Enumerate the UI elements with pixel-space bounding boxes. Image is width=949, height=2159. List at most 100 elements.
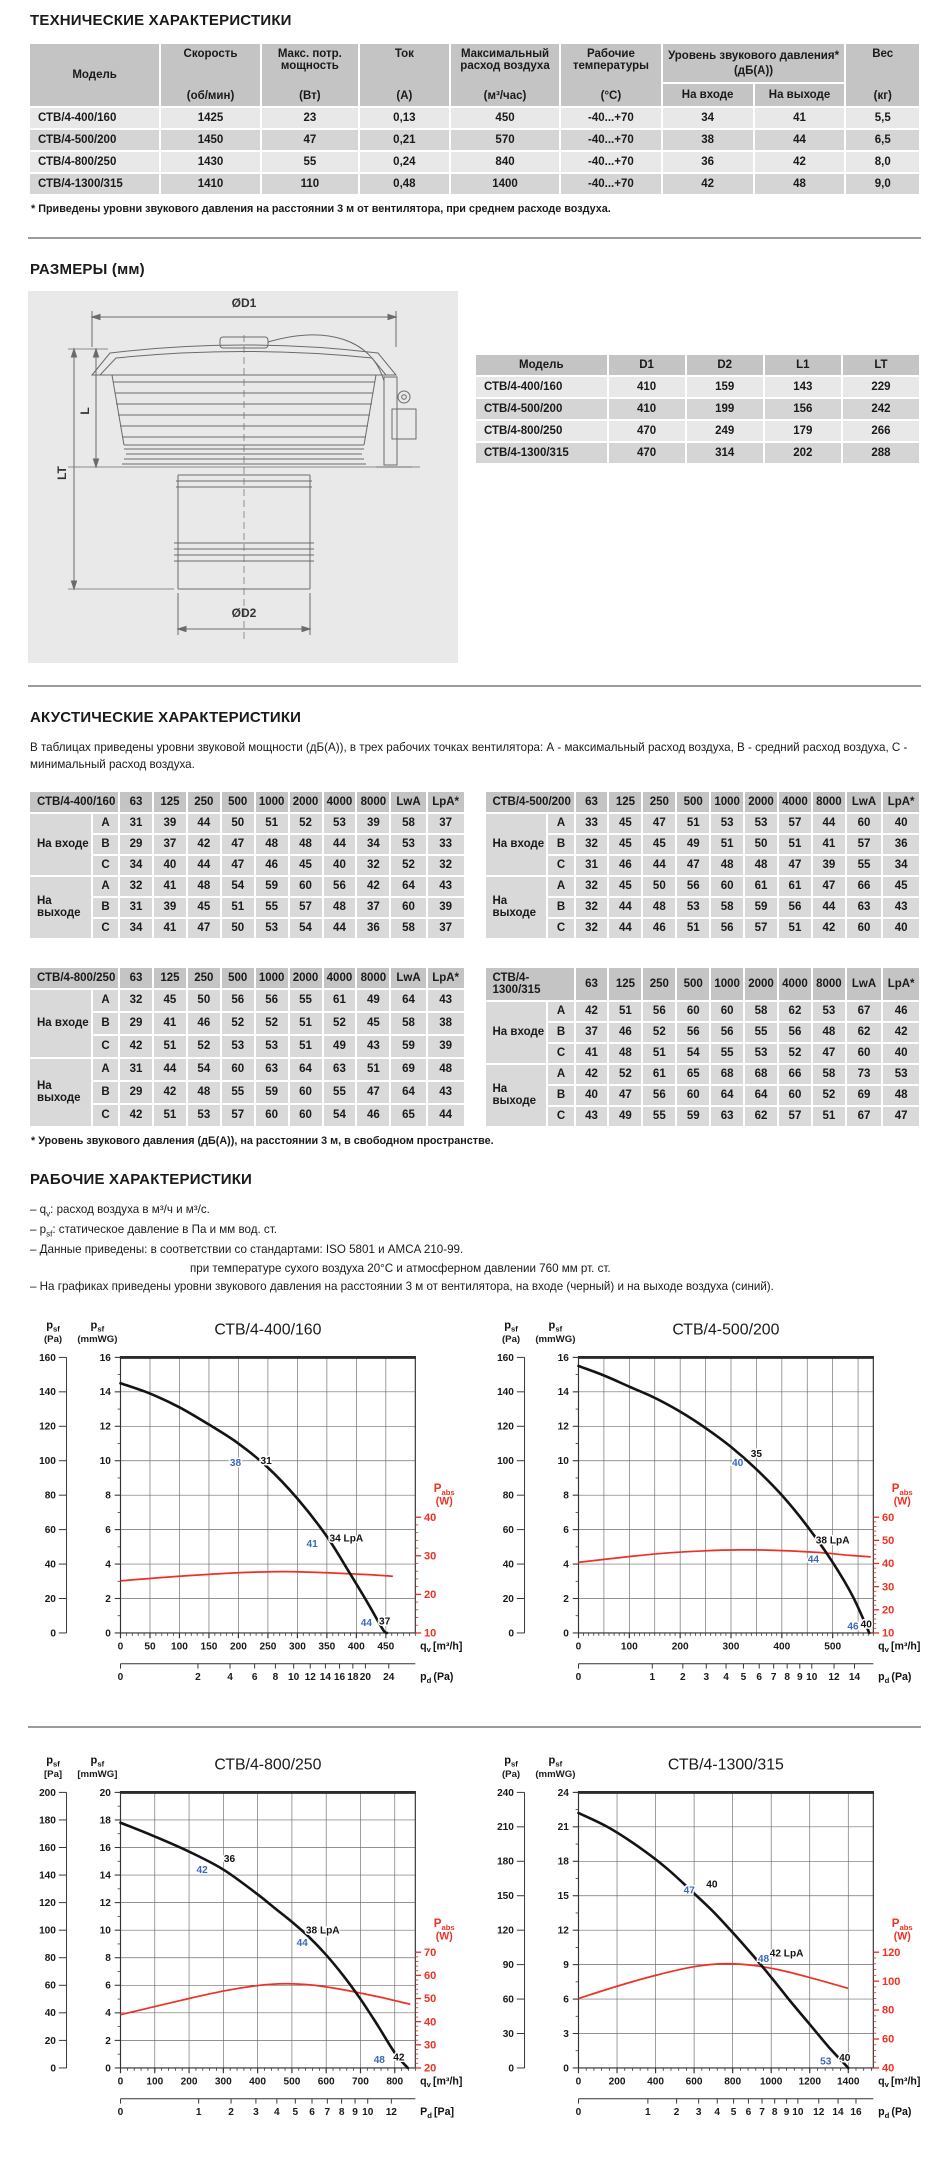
table-row: C 42 51 52 53 53 51 49 43 59 39 [30, 1035, 464, 1057]
value-cell: 242 [842, 399, 919, 419]
model-cell: СТВ/4-800/250 [476, 421, 607, 441]
value-cell: 31 [120, 897, 152, 917]
band-header: 1000 [255, 791, 288, 812]
value-cell: 40 [883, 813, 919, 833]
svg-text:3: 3 [253, 2107, 259, 2118]
value-cell: 840 [450, 152, 560, 172]
column-label: Максимальный расход воздуха [460, 48, 550, 72]
svg-text:180: 180 [497, 1857, 514, 1868]
svg-text:60: 60 [502, 1994, 514, 2005]
column-header: Уровень звукового давления* (дБ(А)) [662, 44, 845, 83]
value-cell: 61 [323, 989, 356, 1011]
value-cell: 29 [120, 834, 152, 854]
value-cell: 54 [221, 876, 254, 896]
value-cell: 52 [643, 1022, 676, 1042]
value-cell: 36 [662, 152, 753, 172]
value-cell: 179 [764, 421, 841, 441]
value-cell: 55 [323, 1081, 356, 1103]
value-cell: 53 [323, 813, 356, 833]
svg-text:80: 80 [45, 1953, 57, 1964]
svg-text:8: 8 [105, 1953, 111, 1964]
value-cell: 50 [221, 918, 254, 938]
dimensions-table: Модель D1 D2 L1 LT СТВ/4-400/160 410 159 143 229… [474, 353, 921, 465]
fan-top-cap [90, 334, 398, 382]
performance-chart-1: 0 20 40 60 80 100 120 140 160 0 2 4 6 8 10 12 14 16 psf (Pa… [28, 1315, 464, 1704]
table-row: СТВ/4-400/160 410 159 143 229 [476, 377, 919, 397]
band-header: LpA* [883, 967, 919, 1000]
point-cell: C [92, 1035, 119, 1057]
chart-svg: 0204060801001201401601802000246810121416… [39, 1754, 462, 2120]
value-cell: 49 [677, 834, 710, 854]
column-unit: (дБ(А)) [733, 64, 774, 77]
point-cell: B [548, 1022, 574, 1042]
point-cell: C [548, 1106, 574, 1126]
svg-text:0: 0 [105, 1628, 111, 1639]
value-cell: 42 [357, 876, 390, 896]
group-cell: На выходе [30, 1058, 91, 1126]
band-header: 2000 [745, 791, 777, 812]
power-axis: 20 30 40 50 60 70 Pabs(W) [415, 1918, 455, 2075]
value-cell: 40 [153, 855, 186, 875]
value-cell: 47 [357, 1081, 390, 1103]
value-cell: 249 [686, 421, 763, 441]
value-cell: 44 [812, 813, 845, 833]
band-header: LwA [846, 967, 882, 1000]
svg-text:15: 15 [557, 1891, 569, 1902]
svg-text:0: 0 [575, 2107, 581, 2118]
value-cell: 69 [391, 1058, 426, 1080]
svg-text:(W): (W) [436, 1931, 453, 1943]
technical-title: ТЕХНИЧЕСКИЕ ХАРАКТЕРИСТИКИ [30, 12, 292, 29]
svg-text:150: 150 [201, 1641, 218, 1652]
value-cell: 60 [221, 1058, 254, 1080]
value-cell: 32 [120, 876, 152, 896]
svg-text:400: 400 [773, 1641, 790, 1652]
svg-text:40: 40 [45, 2008, 57, 2019]
value-cell: 44 [153, 1058, 186, 1080]
point-cell: C [548, 918, 574, 938]
band-header: 8000 [812, 791, 845, 812]
svg-text:350: 350 [318, 1641, 335, 1652]
value-cell: 53 [187, 1104, 220, 1126]
gridlines [120, 1792, 416, 2068]
svg-text:Pabs: Pabs [434, 1483, 455, 1497]
value-cell: 0,13 [359, 108, 449, 128]
svg-text:70: 70 [424, 1947, 436, 1959]
svg-text:80: 80 [45, 1490, 57, 1501]
pa-axis: 0 20 40 60 80 100 120 140 160 [39, 1352, 68, 1639]
value-cell: 46 [643, 918, 676, 938]
acoustic-table: СТВ/4-800/250 63 125 250 500 1000 2000 4000 8000… [28, 966, 466, 1128]
value-cell: 52 [187, 1035, 220, 1057]
value-cell: 48 [255, 834, 288, 854]
group-cell: На выходе [30, 876, 91, 938]
value-cell: 64 [391, 876, 426, 896]
svg-text:500: 500 [283, 2076, 300, 2087]
svg-text:4: 4 [714, 2107, 720, 2118]
svg-text:50: 50 [881, 1535, 893, 1547]
svg-text:qv [m³/h]: qv [m³/h] [420, 2075, 462, 2089]
svg-text:600: 600 [318, 2076, 335, 2087]
svg-text:qv [m³/h]: qv [m³/h] [878, 2075, 920, 2089]
cable [267, 334, 385, 382]
performance-notes: – qv: расход воздуха в м³/ч и м³/с. – psf… [30, 1201, 921, 1297]
column-header: Модель [30, 44, 160, 106]
svg-text:6: 6 [756, 1672, 762, 1683]
svg-text:0: 0 [508, 1628, 514, 1639]
svg-text:1: 1 [196, 2107, 202, 2118]
header-row: На входе На выходе [30, 84, 919, 106]
value-cell: 42 [187, 834, 220, 854]
svg-text:12: 12 [100, 1421, 112, 1432]
band-header: 2000 [289, 967, 322, 988]
value-cell: 58 [745, 1001, 777, 1021]
band-header: 63 [120, 967, 152, 988]
point-cell: A [548, 1064, 574, 1084]
svg-text:500: 500 [824, 1641, 841, 1652]
value-cell: 64 [711, 1085, 744, 1105]
band-header: LwA [391, 967, 426, 988]
svg-text:1: 1 [645, 2107, 651, 2118]
chart-svg: 0204060801001201401600246810121416psf(Pa… [497, 1319, 920, 1685]
value-cell: 8,0 [846, 152, 919, 172]
group-cell: На выходе [485, 1064, 547, 1126]
value-cell: 0,24 [359, 152, 449, 172]
column-label: Вес [872, 48, 894, 60]
